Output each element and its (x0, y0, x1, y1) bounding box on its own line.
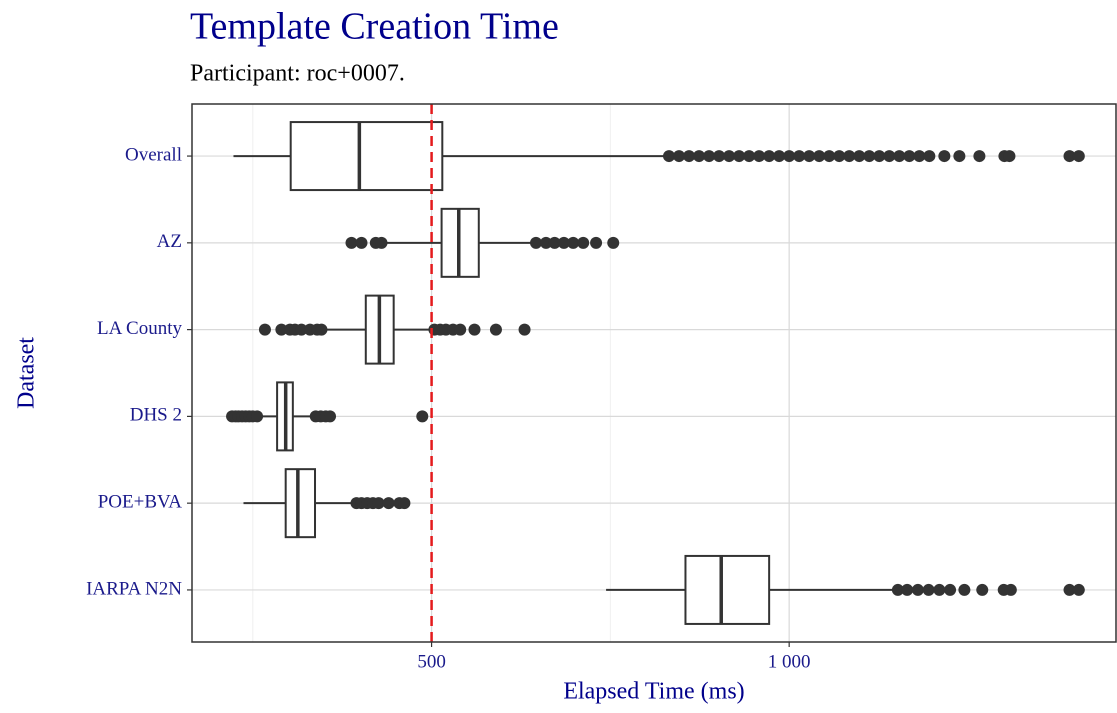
outlier (733, 150, 746, 163)
outlier (901, 583, 914, 596)
box (284, 468, 317, 539)
chart-title: Template Creation Time (190, 6, 559, 48)
outlier (903, 150, 916, 163)
outlier (703, 150, 716, 163)
outlier (295, 323, 308, 336)
outlier (973, 150, 986, 163)
outlier (853, 150, 866, 163)
panel-border (191, 103, 1117, 643)
outlier (1003, 150, 1016, 163)
outlier (607, 236, 620, 249)
outlier (489, 323, 502, 336)
outlier (1063, 583, 1076, 596)
outlier (577, 236, 590, 249)
outlier (398, 497, 411, 510)
outlier (933, 583, 946, 596)
outlier (590, 236, 603, 249)
outlier (923, 150, 936, 163)
outlier (372, 497, 385, 510)
y-tick-label: AZ (157, 231, 182, 252)
outlier (843, 150, 856, 163)
x-tick-label: 500 (417, 651, 446, 672)
outlier (548, 236, 561, 249)
outlier (813, 150, 826, 163)
outlier (863, 150, 876, 163)
outlier (743, 150, 756, 163)
outlier (953, 150, 966, 163)
outlier (540, 236, 553, 249)
outlier (567, 236, 580, 249)
y-axis-label: Dataset (14, 337, 40, 409)
outlier (382, 497, 395, 510)
y-tick-label: Overall (125, 144, 182, 165)
outlier (468, 323, 481, 336)
box (289, 121, 444, 192)
outlier (913, 150, 926, 163)
outlier (454, 323, 467, 336)
outlier (673, 150, 686, 163)
outlier (783, 150, 796, 163)
outlier (1063, 150, 1076, 163)
outlier (693, 150, 706, 163)
y-tick-label: IARPA N2N (86, 578, 182, 599)
box (684, 554, 771, 625)
outlier (1004, 583, 1017, 596)
outlier (683, 150, 696, 163)
outlier (803, 150, 816, 163)
outlier (416, 410, 429, 423)
outlier (753, 150, 766, 163)
x-tick-label: 1 000 (768, 651, 811, 672)
outlier (1072, 150, 1085, 163)
outlier (663, 150, 676, 163)
outlier (713, 150, 726, 163)
outlier (873, 150, 886, 163)
outlier (345, 236, 358, 249)
outlier (911, 583, 924, 596)
outlier (275, 323, 288, 336)
outlier (763, 150, 776, 163)
outlier (938, 150, 951, 163)
outlier (922, 583, 935, 596)
y-tick-label: LA County (97, 318, 182, 339)
outlier (723, 150, 736, 163)
outlier (893, 150, 906, 163)
outlier (976, 583, 989, 596)
outlier (891, 583, 904, 596)
outlier (315, 323, 328, 336)
outlier (324, 410, 337, 423)
outlier (258, 323, 271, 336)
outlier (1072, 583, 1085, 596)
y-tick-label: DHS 2 (130, 405, 182, 426)
outlier (883, 150, 896, 163)
outlier (251, 410, 264, 423)
outlier (773, 150, 786, 163)
outlier (958, 583, 971, 596)
x-axis-label: Elapsed Time (ms) (563, 679, 744, 705)
chart-subtitle: Participant: roc+0007. (190, 61, 405, 87)
outlier (355, 236, 368, 249)
outlier (557, 236, 570, 249)
outlier (518, 323, 531, 336)
outlier (944, 583, 957, 596)
outlier (833, 150, 846, 163)
outlier (375, 236, 388, 249)
outlier (823, 150, 836, 163)
y-tick-label: POE+BVA (98, 492, 183, 513)
outlier (793, 150, 806, 163)
outlier (529, 236, 542, 249)
